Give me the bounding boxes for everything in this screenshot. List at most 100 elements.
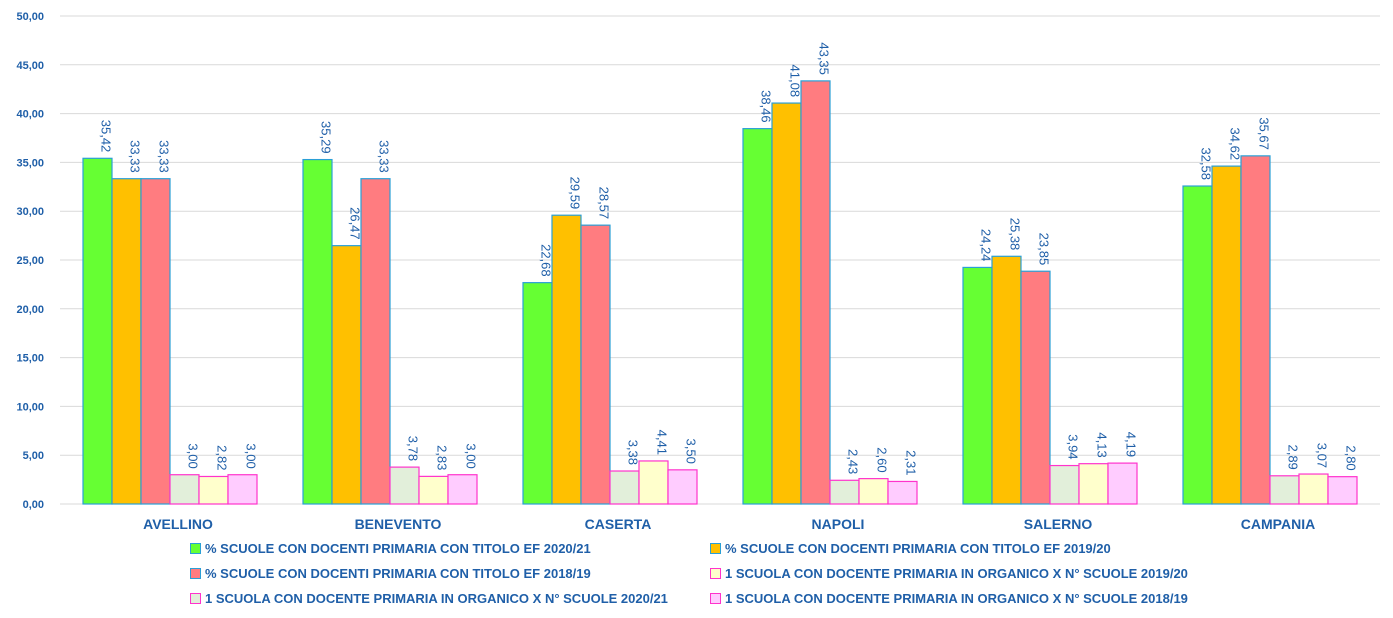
legend-item: 1 SCUOLA CON DOCENTE PRIMARIA IN ORGANIC… — [710, 588, 1188, 608]
y-tick-label: 35,00 — [16, 157, 44, 169]
data-label: 2,80 — [1344, 445, 1359, 470]
y-tick-label: 10,00 — [16, 401, 44, 413]
data-label: 2,82 — [215, 445, 230, 470]
bar — [1078, 463, 1109, 505]
x-category-label: BENEVENTO — [355, 516, 442, 532]
bar — [887, 480, 918, 505]
bar — [389, 466, 420, 505]
bar — [302, 158, 333, 505]
y-tick-label: 0,00 — [23, 499, 44, 511]
bar — [638, 460, 669, 505]
data-label: 41,08 — [788, 65, 803, 98]
bar — [1269, 475, 1300, 505]
legend-item: % SCUOLE CON DOCENTI PRIMARIA CON TITOLO… — [190, 538, 591, 558]
data-label: 3,94 — [1066, 434, 1081, 459]
data-label: 2,31 — [904, 450, 919, 475]
bar — [1107, 462, 1138, 505]
bar — [551, 214, 582, 505]
data-label: 35,67 — [1257, 117, 1272, 150]
data-label: 33,33 — [128, 140, 143, 173]
legend-label: 1 SCUOLA CON DOCENTE PRIMARIA IN ORGANIC… — [725, 590, 1188, 606]
legend-label: 1 SCUOLA CON DOCENTE PRIMARIA IN ORGANIC… — [725, 565, 1188, 581]
bar — [227, 474, 258, 505]
x-category-label: AVELLINO — [143, 516, 213, 532]
legend-swatch — [710, 542, 721, 554]
bar — [522, 282, 553, 505]
data-label: 3,38 — [626, 440, 641, 465]
bar — [1049, 464, 1080, 505]
data-label: 3,00 — [464, 443, 479, 468]
x-category-label: CASERTA — [585, 516, 652, 532]
bar-chart: 0,00 5,00 10,00 15,00 20,00 25,00 30,00 35,00 40… — [16, 11, 1380, 532]
bar — [1298, 473, 1329, 505]
bar — [82, 157, 113, 505]
bar — [962, 266, 993, 505]
data-label: 23,85 — [1037, 233, 1052, 266]
bar — [742, 128, 773, 505]
y-tick-label: 25,00 — [16, 255, 44, 267]
legend-swatch — [190, 592, 201, 604]
bar — [609, 470, 640, 505]
bar — [140, 178, 171, 505]
bar — [829, 479, 860, 505]
data-label: 3,50 — [684, 439, 699, 464]
data-label: 2,43 — [846, 449, 861, 474]
bar — [169, 474, 200, 505]
y-tick-label: 50,00 — [16, 11, 44, 23]
data-label: 4,19 — [1124, 432, 1139, 457]
bar — [1327, 476, 1358, 505]
y-tick-label: 45,00 — [16, 60, 44, 72]
bar — [1182, 185, 1213, 505]
data-label: 26,47 — [348, 207, 363, 240]
bar — [580, 224, 611, 505]
bar — [418, 475, 449, 505]
data-label: 28,57 — [597, 187, 612, 220]
data-label: 35,42 — [99, 120, 114, 153]
bar — [447, 474, 478, 505]
bar — [111, 178, 142, 505]
legend-swatch — [190, 542, 201, 554]
data-label: 22,68 — [539, 244, 554, 277]
bar — [331, 245, 362, 505]
bar — [1240, 155, 1271, 505]
data-label: 43,35 — [817, 42, 832, 75]
data-label: 32,58 — [1199, 147, 1214, 180]
data-label: 2,60 — [875, 447, 890, 472]
bar — [858, 478, 889, 505]
bar — [360, 178, 391, 505]
bar — [771, 102, 802, 505]
data-label: 3,07 — [1315, 443, 1330, 468]
bar — [1211, 165, 1242, 505]
data-label: 38,46 — [759, 90, 774, 123]
chart-legend: % SCUOLE CON DOCENTI PRIMARIA CON TITOLO… — [190, 538, 1290, 618]
y-tick-label: 30,00 — [16, 206, 44, 218]
data-label: 4,13 — [1095, 432, 1110, 457]
legend-label: % SCUOLE CON DOCENTI PRIMARIA CON TITOLO… — [205, 540, 591, 556]
x-category-label: SALERNO — [1024, 516, 1093, 532]
y-tick-label: 20,00 — [16, 304, 44, 316]
bar — [667, 469, 698, 505]
bar — [991, 255, 1022, 505]
legend-item: % SCUOLE CON DOCENTI PRIMARIA CON TITOLO… — [710, 538, 1111, 558]
y-tick-label: 5,00 — [23, 450, 44, 462]
legend-item: 1 SCUOLA CON DOCENTE PRIMARIA IN ORGANIC… — [710, 563, 1188, 583]
data-label: 3,00 — [244, 443, 259, 468]
data-label: 29,59 — [568, 177, 583, 210]
legend-label: 1 SCUOLA CON DOCENTE PRIMARIA IN ORGANIC… — [205, 590, 668, 606]
data-label: 25,38 — [1008, 218, 1023, 251]
data-label: 3,78 — [406, 436, 421, 461]
x-category-label: NAPOLI — [812, 516, 865, 532]
bar — [800, 80, 831, 505]
legend-label: % SCUOLE CON DOCENTI PRIMARIA CON TITOLO… — [725, 540, 1111, 556]
x-category-label: CAMPANIA — [1241, 516, 1315, 532]
bar — [1020, 270, 1051, 505]
data-label: 24,24 — [979, 229, 994, 262]
data-label: 33,33 — [377, 140, 392, 173]
data-label: 34,62 — [1228, 128, 1243, 161]
data-label: 33,33 — [157, 140, 172, 173]
legend-item: % SCUOLE CON DOCENTI PRIMARIA CON TITOLO… — [190, 563, 591, 583]
y-tick-label: 15,00 — [16, 353, 44, 365]
legend-item: 1 SCUOLA CON DOCENTE PRIMARIA IN ORGANIC… — [190, 588, 668, 608]
data-label: 35,29 — [319, 121, 334, 154]
